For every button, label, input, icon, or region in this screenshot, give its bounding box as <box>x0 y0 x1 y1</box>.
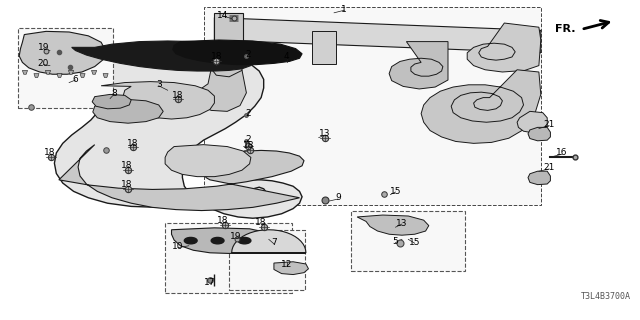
Text: 13: 13 <box>396 219 408 228</box>
Text: 18: 18 <box>44 148 56 157</box>
Text: 18: 18 <box>243 141 254 150</box>
Polygon shape <box>19 31 106 74</box>
Text: 15: 15 <box>390 187 401 196</box>
Bar <box>351 211 465 271</box>
Polygon shape <box>92 94 131 109</box>
Text: 18: 18 <box>211 52 222 61</box>
Text: 17: 17 <box>204 278 216 287</box>
Polygon shape <box>93 99 163 123</box>
Circle shape <box>238 237 251 244</box>
Bar <box>18 28 113 108</box>
Polygon shape <box>528 171 550 185</box>
Text: 16: 16 <box>556 148 568 157</box>
Text: FR.: FR. <box>556 24 576 34</box>
Text: 19: 19 <box>230 232 241 241</box>
Polygon shape <box>34 74 39 77</box>
Text: 18: 18 <box>255 218 267 227</box>
Text: T3L4B3700A: T3L4B3700A <box>580 292 630 301</box>
Polygon shape <box>101 82 214 119</box>
Text: 20: 20 <box>38 59 49 68</box>
Text: 2: 2 <box>246 109 251 118</box>
Circle shape <box>184 237 197 244</box>
Polygon shape <box>528 127 550 141</box>
Bar <box>204 7 541 205</box>
Text: 18: 18 <box>127 139 139 148</box>
Text: 7: 7 <box>271 238 276 247</box>
Text: 2: 2 <box>246 50 251 59</box>
Polygon shape <box>274 262 308 275</box>
Polygon shape <box>232 230 306 253</box>
Text: 14: 14 <box>217 11 228 20</box>
Polygon shape <box>165 145 251 177</box>
Polygon shape <box>389 42 448 89</box>
Polygon shape <box>197 69 246 111</box>
Text: 12: 12 <box>281 260 292 269</box>
Text: 21: 21 <box>543 164 555 172</box>
Text: 18: 18 <box>121 161 132 170</box>
Polygon shape <box>172 228 276 253</box>
Text: 3: 3 <box>156 80 161 89</box>
Polygon shape <box>312 31 336 64</box>
Circle shape <box>211 237 224 244</box>
Text: 18: 18 <box>217 216 228 225</box>
Text: 4: 4 <box>284 52 289 61</box>
Polygon shape <box>421 70 541 143</box>
Text: 1: 1 <box>342 5 347 14</box>
Text: 13: 13 <box>319 129 331 138</box>
Text: 18: 18 <box>172 91 184 100</box>
Polygon shape <box>467 23 541 72</box>
Polygon shape <box>173 40 302 65</box>
Text: 15: 15 <box>409 238 420 247</box>
Bar <box>229 230 305 290</box>
Polygon shape <box>22 70 28 74</box>
Polygon shape <box>72 41 253 71</box>
Text: 5: 5 <box>393 237 398 246</box>
Polygon shape <box>211 42 242 77</box>
Text: 18: 18 <box>121 180 132 189</box>
Polygon shape <box>517 111 547 133</box>
Text: 19: 19 <box>38 43 49 52</box>
Text: 10: 10 <box>172 242 184 251</box>
Bar <box>165 223 292 293</box>
Text: 2: 2 <box>246 135 251 144</box>
Polygon shape <box>80 74 85 77</box>
Polygon shape <box>57 74 62 77</box>
Text: 9: 9 <box>335 193 340 202</box>
Polygon shape <box>45 70 51 74</box>
Polygon shape <box>103 74 108 77</box>
Polygon shape <box>59 145 304 211</box>
Text: 6: 6 <box>73 75 78 84</box>
Polygon shape <box>214 18 541 53</box>
Polygon shape <box>214 13 243 47</box>
Polygon shape <box>68 70 74 74</box>
Polygon shape <box>54 44 302 218</box>
Polygon shape <box>92 70 97 74</box>
Text: 21: 21 <box>543 120 555 129</box>
Text: 8: 8 <box>111 89 116 98</box>
Polygon shape <box>357 215 429 235</box>
